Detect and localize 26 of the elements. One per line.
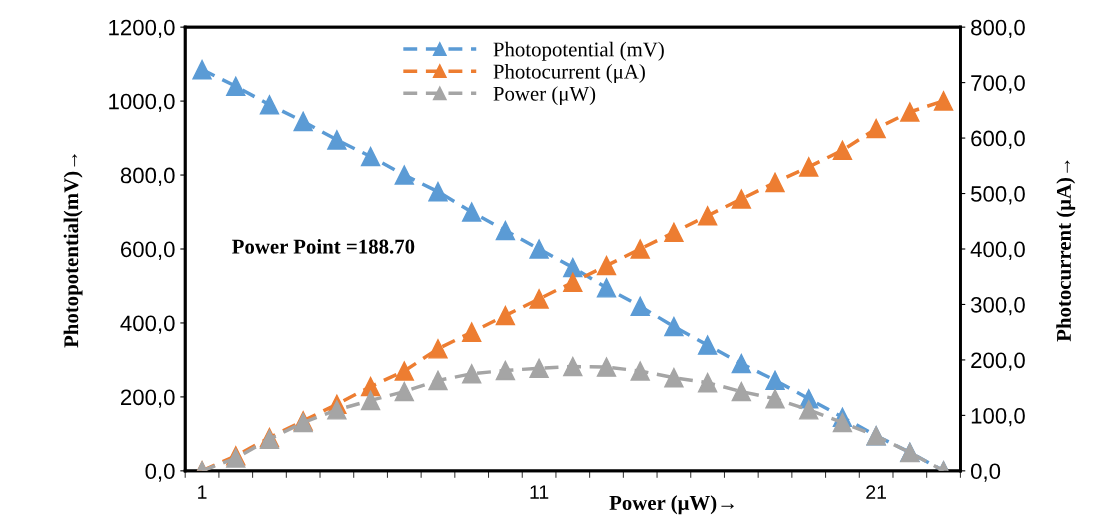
y2-tick-label: 200,0 bbox=[971, 352, 1025, 371]
y-tick-label: 1200,0 bbox=[109, 19, 175, 39]
y-tick-label: 400,0 bbox=[120, 315, 175, 334]
y-tick-label: 200,0 bbox=[120, 389, 175, 408]
y-tick-label: 1000,0 bbox=[109, 93, 175, 112]
y2-tick-label: 100,0 bbox=[971, 407, 1025, 427]
y2-tick-label: 600,0 bbox=[971, 130, 1025, 149]
y2-tick-label: 800,0 bbox=[971, 19, 1025, 39]
annotation: Power Point =188.70 bbox=[232, 238, 415, 254]
y2-tick-label: 700,0 bbox=[971, 75, 1025, 94]
y2-tick-label: 500,0 bbox=[971, 186, 1025, 205]
y2-tick-label: 300,0 bbox=[970, 296, 1025, 316]
legend-label: Photopotential (mV) bbox=[493, 41, 664, 61]
y-axis-title: Photopotential(mV)→ bbox=[63, 154, 83, 348]
x-axis-title: Power (μW)→ bbox=[609, 495, 734, 515]
y-tick-label: 0,0 bbox=[145, 463, 175, 482]
x-tick-label: 1 bbox=[198, 485, 207, 499]
x-tick-label: 21 bbox=[866, 485, 886, 499]
legend-label: Photocurrent (μA) bbox=[493, 64, 645, 83]
y2-tick-label: 0,0 bbox=[970, 463, 1001, 482]
y-tick-label: 600,0 bbox=[121, 241, 175, 260]
legend-label: Power (μW) bbox=[493, 86, 596, 106]
x-tick-label: 11 bbox=[530, 485, 549, 499]
y2-tick-label: 400,0 bbox=[970, 241, 1025, 260]
y-tick-label: 800,0 bbox=[120, 167, 175, 186]
y2-axis-title: Photocurrent (μA)→ bbox=[1056, 160, 1076, 342]
